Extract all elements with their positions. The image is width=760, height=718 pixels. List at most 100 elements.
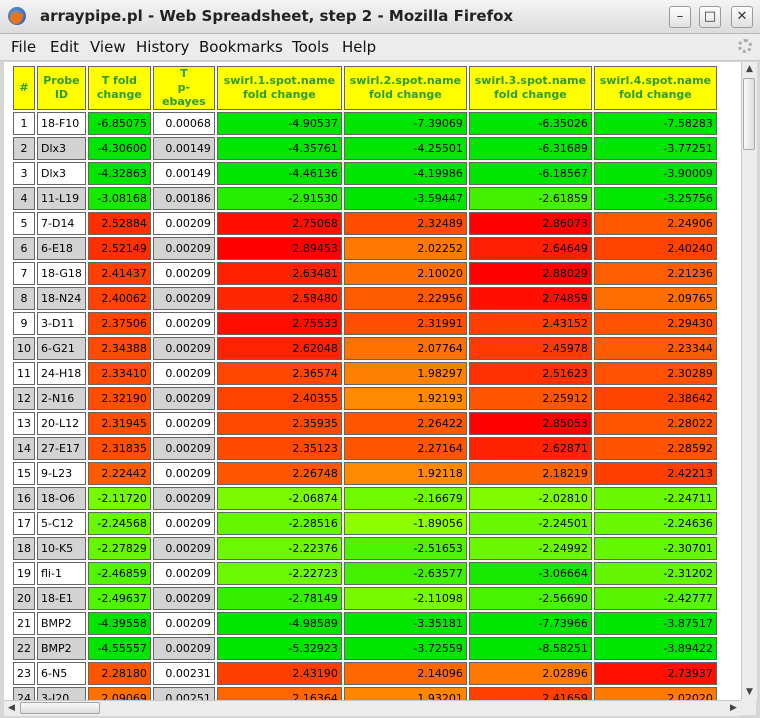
swirl-3-cell[interactable]: -2.61859 [468,187,592,210]
swirl-4-cell[interactable]: -3.77251 [593,137,717,160]
swirl-2-cell[interactable]: -4.19986 [343,162,467,185]
menu-bookmarks[interactable]: Bookmarks [199,38,283,56]
swirl-2-cell[interactable]: 2.32489 [343,212,467,235]
row-number-cell[interactable]: 12 [13,387,35,410]
t-p-ebayes-cell[interactable]: 0.00149 [152,162,215,185]
probe-id-cell[interactable]: 6-N5 [37,662,86,685]
probe-id-cell[interactable]: 9-L23 [37,462,86,485]
close-button[interactable]: ✕ [731,6,753,28]
t-p-ebayes-cell[interactable]: 0.00209 [152,212,215,235]
t-p-ebayes-cell[interactable]: 0.00209 [152,537,215,560]
probe-id-cell[interactable]: 18-E1 [37,587,86,610]
header-row-number[interactable]: # [13,66,35,110]
probe-id-cell[interactable]: 7-D14 [37,212,86,235]
t-p-ebayes-cell[interactable]: 0.00251 [152,687,215,700]
swirl-1-cell[interactable]: 2.75068 [216,212,342,235]
row-number-cell[interactable]: 6 [13,237,35,260]
probe-id-cell[interactable]: 27-E17 [37,437,86,460]
swirl-1-cell[interactable]: 2.16364 [216,687,342,700]
row-number-cell[interactable]: 13 [13,412,35,435]
swirl-3-cell[interactable]: 2.86073 [468,212,592,235]
swirl-4-cell[interactable]: -7.58283 [593,112,717,135]
row-number-cell[interactable]: 5 [13,212,35,235]
t-p-ebayes-cell[interactable]: 0.00186 [152,187,215,210]
t-p-ebayes-cell[interactable]: 0.00209 [152,637,215,660]
swirl-4-cell[interactable]: 2.30289 [593,362,717,385]
t-p-ebayes-cell[interactable]: 0.00209 [152,362,215,385]
t-fold-change-cell[interactable]: -2.46859 [87,562,151,585]
row-number-cell[interactable]: 2 [13,137,35,160]
swirl-2-cell[interactable]: -2.63577 [343,562,467,585]
swirl-1-cell[interactable]: -2.06874 [216,487,342,510]
menu-view[interactable]: View [90,38,126,56]
menu-tools[interactable]: Tools [292,38,329,56]
swirl-2-cell[interactable]: -4.25501 [343,137,467,160]
swirl-4-cell[interactable]: 2.73937 [593,662,717,685]
t-p-ebayes-cell[interactable]: 0.00209 [152,387,215,410]
swirl-4-cell[interactable]: 2.23344 [593,337,717,360]
row-number-cell[interactable]: 7 [13,262,35,285]
t-p-ebayes-cell[interactable]: 0.00209 [152,437,215,460]
swirl-1-cell[interactable]: -5.32923 [216,637,342,660]
probe-id-cell[interactable]: 3-D11 [37,312,86,335]
swirl-3-cell[interactable]: 2.45978 [468,337,592,360]
swirl-3-cell[interactable]: -6.18567 [468,162,592,185]
t-fold-change-cell[interactable]: -4.55557 [87,637,151,660]
swirl-4-cell[interactable]: 2.24906 [593,212,717,235]
probe-id-cell[interactable]: BMP2 [37,637,86,660]
swirl-3-cell[interactable]: -6.35026 [468,112,592,135]
t-fold-change-cell[interactable]: 2.37506 [87,312,151,335]
swirl-1-cell[interactable]: -2.91530 [216,187,342,210]
swirl-4-cell[interactable]: -3.25756 [593,187,717,210]
t-p-ebayes-cell[interactable]: 0.00209 [152,262,215,285]
header-swirl-4[interactable]: swirl.4.spot.name fold change [593,66,717,110]
swirl-2-cell[interactable]: 2.26422 [343,412,467,435]
row-number-cell[interactable]: 1 [13,112,35,135]
t-fold-change-cell[interactable]: 2.32190 [87,387,151,410]
probe-id-cell[interactable]: 2-N16 [37,387,86,410]
row-number-cell[interactable]: 24 [13,687,35,700]
t-p-ebayes-cell[interactable]: 0.00209 [152,562,215,585]
swirl-3-cell[interactable]: -2.24501 [468,512,592,535]
menu-history[interactable]: History [136,38,190,56]
vertical-scroll-thumb[interactable] [743,78,755,150]
swirl-2-cell[interactable]: -3.72559 [343,637,467,660]
probe-id-cell[interactable]: 6-E18 [37,237,86,260]
swirl-1-cell[interactable]: -2.22723 [216,562,342,585]
row-number-cell[interactable]: 16 [13,487,35,510]
swirl-1-cell[interactable]: 2.43190 [216,662,342,685]
swirl-2-cell[interactable]: -2.51653 [343,537,467,560]
swirl-3-cell[interactable]: 2.88029 [468,262,592,285]
t-fold-change-cell[interactable]: 2.52884 [87,212,151,235]
t-fold-change-cell[interactable]: 2.22442 [87,462,151,485]
header-swirl-3[interactable]: swirl.3.spot.name fold change [468,66,592,110]
probe-id-cell[interactable]: 18-O6 [37,487,86,510]
t-fold-change-cell[interactable]: 2.31945 [87,412,151,435]
row-number-cell[interactable]: 3 [13,162,35,185]
swirl-3-cell[interactable]: 2.64649 [468,237,592,260]
swirl-2-cell[interactable]: -2.16679 [343,487,467,510]
t-fold-change-cell[interactable]: 2.28180 [87,662,151,685]
swirl-1-cell[interactable]: 2.75533 [216,312,342,335]
swirl-1-cell[interactable]: -2.78149 [216,587,342,610]
t-fold-change-cell[interactable]: -2.24568 [87,512,151,535]
swirl-2-cell[interactable]: 2.27164 [343,437,467,460]
probe-id-cell[interactable]: 10-K5 [37,537,86,560]
t-p-ebayes-cell[interactable]: 0.00209 [152,587,215,610]
t-fold-change-cell[interactable]: 2.40062 [87,287,151,310]
header-swirl-1[interactable]: swirl.1.spot.name fold change [216,66,342,110]
swirl-3-cell[interactable]: 2.85053 [468,412,592,435]
probe-id-cell[interactable]: 6-G21 [37,337,86,360]
t-p-ebayes-cell[interactable]: 0.00209 [152,337,215,360]
swirl-3-cell[interactable]: -2.02810 [468,487,592,510]
probe-id-cell[interactable]: BMP2 [37,612,86,635]
swirl-3-cell[interactable]: 2.43152 [468,312,592,335]
row-number-cell[interactable]: 11 [13,362,35,385]
swirl-2-cell[interactable]: -2.11098 [343,587,467,610]
menu-edit[interactable]: Edit [50,38,80,56]
swirl-4-cell[interactable]: 2.28022 [593,412,717,435]
swirl-3-cell[interactable]: 2.41659 [468,687,592,700]
probe-id-cell[interactable]: Dlx3 [37,162,86,185]
swirl-3-cell[interactable]: 2.25912 [468,387,592,410]
t-fold-change-cell[interactable]: 2.33410 [87,362,151,385]
